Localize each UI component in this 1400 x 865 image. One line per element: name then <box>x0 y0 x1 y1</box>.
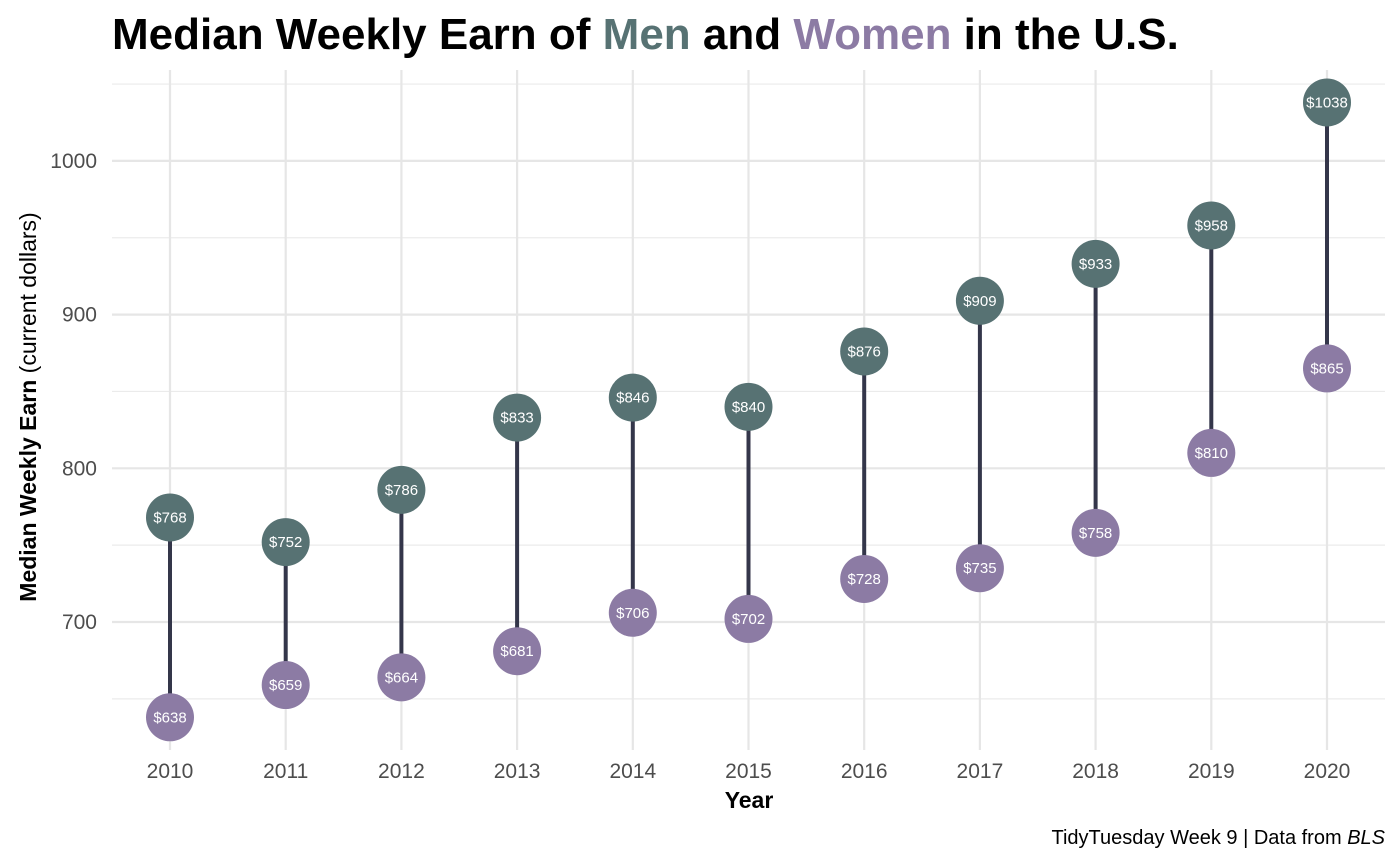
x-tick-label: 2011 <box>263 760 308 783</box>
men-point <box>146 493 194 542</box>
x-tick-label: 2017 <box>957 760 1004 783</box>
title-men: Men <box>603 10 691 59</box>
women-point <box>724 594 773 643</box>
women-point <box>493 627 542 676</box>
title-part2: and <box>691 10 794 59</box>
women-value-label: $702 <box>732 611 765 628</box>
points: $768 $752 $786 $833 $846 $840 $876 $909 $933 $958… <box>146 78 1351 742</box>
men-value-label: $768 <box>153 509 186 526</box>
x-axis-title: Year <box>725 787 774 813</box>
women-point <box>1071 508 1120 557</box>
women-point <box>1303 344 1351 393</box>
x-tick-label: 2018 <box>1072 760 1119 783</box>
women-point <box>955 544 1004 593</box>
x-tick-label: 2012 <box>378 760 425 783</box>
x-axis-ticks: 2010 2011 2012 2013 2014 2015 2016 2017 2018 2019… <box>147 760 1351 783</box>
y-axis-ticks: 700 800 900 1000 <box>50 150 97 634</box>
women-value-label: $659 <box>269 677 302 694</box>
men-point <box>493 393 542 442</box>
y-axis-title: Median Weekly Earn (current dollars) <box>15 212 41 601</box>
women-point <box>146 693 194 742</box>
women-value-label: $735 <box>963 560 996 577</box>
y-tick-label: 900 <box>62 304 97 327</box>
men-value-label: $876 <box>848 343 881 360</box>
women-value-label: $728 <box>848 571 881 588</box>
y-axis-title-bold: Median Weekly Earn <box>15 380 41 602</box>
men-value-label: $933 <box>1079 256 1112 273</box>
y-axis-title-normal: (current dollars) <box>15 212 41 373</box>
women-value-label: $681 <box>500 643 533 660</box>
women-point <box>608 588 657 637</box>
x-tick-label: 2014 <box>609 760 656 783</box>
men-point <box>1303 78 1351 127</box>
men-value-label: $786 <box>385 482 418 499</box>
title-part3: in the U.S. <box>951 10 1178 59</box>
women-point <box>377 653 426 702</box>
title-women: Women <box>793 10 951 59</box>
women-value-label: $706 <box>616 605 649 622</box>
x-tick-label: 2015 <box>725 760 772 783</box>
women-value-label: $810 <box>1195 445 1228 462</box>
men-point <box>1071 239 1120 288</box>
men-point <box>955 276 1004 325</box>
men-point <box>377 465 426 514</box>
women-value-label: $865 <box>1310 360 1343 377</box>
men-value-label: $752 <box>269 534 302 551</box>
men-value-label: $833 <box>500 410 533 427</box>
men-value-label: $909 <box>963 293 996 310</box>
women-value-label: $664 <box>385 669 418 686</box>
men-value-label: $1038 <box>1306 94 1348 111</box>
x-tick-label: 2013 <box>494 760 541 783</box>
x-tick-label: 2019 <box>1188 760 1235 783</box>
men-point <box>608 373 657 422</box>
women-point <box>840 554 889 603</box>
y-tick-label: 700 <box>62 611 97 634</box>
women-point <box>1187 428 1236 477</box>
women-value-label: $638 <box>153 709 186 726</box>
men-point <box>840 327 889 376</box>
women-value-label: $758 <box>1079 525 1112 542</box>
men-value-label: $846 <box>616 390 649 407</box>
caption-source: BLS <box>1347 827 1385 849</box>
x-tick-label: 2016 <box>841 760 888 783</box>
caption-text: TidyTuesday Week 9 | Data from <box>1052 827 1348 849</box>
y-tick-label: 1000 <box>50 150 97 173</box>
men-point <box>1187 201 1236 250</box>
men-value-label: $958 <box>1195 217 1228 234</box>
women-point <box>261 661 310 710</box>
x-tick-label: 2020 <box>1304 760 1351 783</box>
y-tick-label: 800 <box>62 457 97 480</box>
title-part1: Median Weekly Earn of <box>112 10 603 59</box>
chart-title: Median Weekly Earn of Men and Women in t… <box>112 10 1179 59</box>
men-point <box>261 518 310 567</box>
x-tick-label: 2010 <box>147 760 194 783</box>
caption: TidyTuesday Week 9 | Data from BLS <box>1052 827 1386 849</box>
men-point <box>724 382 773 431</box>
men-value-label: $840 <box>732 399 765 416</box>
